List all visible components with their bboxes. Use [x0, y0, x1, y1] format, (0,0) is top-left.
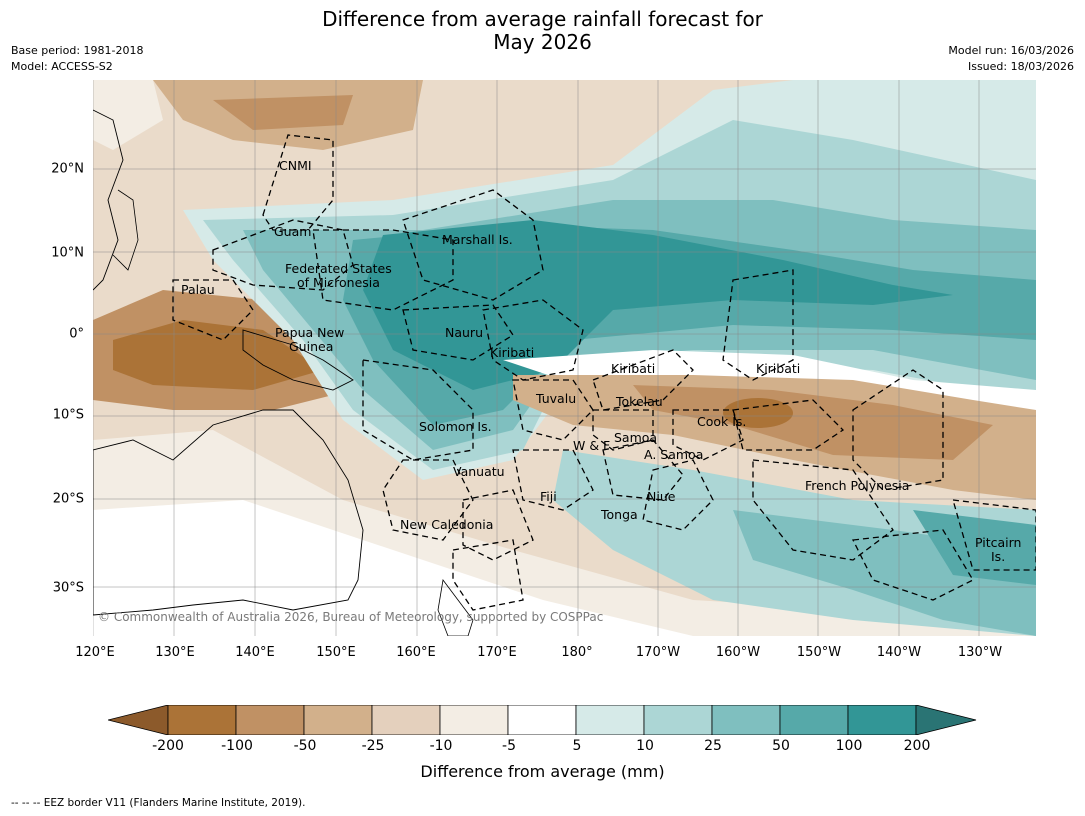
- label-kiribati-e: Kiribati: [756, 361, 800, 376]
- label-tonga: Tonga: [600, 507, 638, 522]
- rainfall-map: CNMI Guam Marshall Is. Federated States …: [93, 80, 1036, 636]
- lon-label-130e: 130°E: [155, 645, 195, 660]
- legend-swatch: [779, 705, 849, 735]
- label-nauru: Nauru: [445, 325, 483, 340]
- legend-arrow-low: [108, 705, 169, 735]
- lon-label-170w: 170°W: [635, 645, 681, 660]
- lon-label-160e: 160°E: [396, 645, 436, 660]
- label-pitcairn-1: Pitcairn: [975, 535, 1021, 550]
- label-asamoa: A. Samoa: [644, 447, 703, 462]
- legend-swatch: [167, 705, 237, 735]
- legend-tick: 25: [704, 738, 722, 754]
- australia-coastline: [93, 409, 364, 616]
- lat-label-10n: 10°N: [51, 245, 84, 261]
- label-palau: Palau: [181, 282, 215, 297]
- legend-swatch: [371, 705, 441, 735]
- lat-label-10s: 10°S: [52, 407, 84, 423]
- model-run: Model run: 16/03/2026: [948, 44, 1074, 57]
- legend-arrow-high: [915, 705, 977, 735]
- gridlines: [93, 80, 1036, 636]
- shade-brown-central-core: [723, 398, 793, 428]
- asia-coastline: [93, 109, 124, 291]
- legend-swatch: [575, 705, 645, 735]
- issued-date: Issued: 18/03/2026: [967, 60, 1074, 73]
- legend-tick: -100: [221, 738, 253, 754]
- philippines-coastline: [112, 189, 139, 271]
- label-wf: W & F: [573, 438, 610, 453]
- legend-tick: -10: [429, 738, 453, 754]
- meta-left: Base period: 1981-2018 Model: ACCESS-S2: [11, 43, 143, 75]
- legend-tick: -5: [502, 738, 516, 754]
- chart-title: Difference from average rainfall forecas…: [0, 8, 1085, 54]
- title-line-1: Difference from average rainfall forecas…: [322, 7, 763, 31]
- label-pitcairn-2: Is.: [991, 549, 1005, 564]
- legend-tick: -25: [361, 738, 385, 754]
- shade-brown-central-dark: [633, 385, 993, 460]
- legend-colorbar: [108, 705, 977, 735]
- copyright-notice: © Commonwealth of Australia 2026, Bureau…: [98, 610, 603, 624]
- legend-swatch: [847, 705, 917, 735]
- shade-white-south: [93, 500, 693, 636]
- meta-right: Model run: 16/03/2026 Issued: 18/03/2026: [948, 43, 1074, 75]
- shade-teal-south-dark: [913, 510, 1036, 585]
- title-line-2: May 2026: [493, 30, 592, 54]
- legend-tick: 10: [636, 738, 654, 754]
- eez-borders: [172, 134, 1036, 611]
- label-cook: Cook Is.: [697, 414, 746, 429]
- new-zealand-coastline: [437, 579, 474, 636]
- label-samoa: Samoa: [614, 430, 657, 445]
- label-fsm-2: of Micronesia: [297, 275, 380, 290]
- eez-footnote: -- -- -- EEZ border V11 (Flanders Marine…: [11, 797, 306, 809]
- lat-label-20n: 20°N: [51, 161, 84, 177]
- base-period: Base period: 1981-2018: [11, 44, 144, 57]
- legend-tick: 200: [903, 738, 931, 754]
- lat-label-30s: 30°S: [52, 580, 84, 596]
- legend-title: Difference from average (mm): [420, 762, 665, 781]
- label-vanuatu: Vanuatu: [453, 464, 505, 479]
- shade-brown-central: [513, 375, 1036, 500]
- label-kiribati-w: Kiribati: [490, 345, 534, 360]
- label-kiribati-c: Kiribati: [611, 361, 655, 376]
- legend-swatch: [303, 705, 373, 735]
- label-fiji: Fiji: [540, 489, 557, 504]
- shade-brown-west-dark: [113, 320, 323, 390]
- lon-label-130w: 130°W: [957, 645, 1003, 660]
- legend-swatch: [711, 705, 781, 735]
- legend-tick: 100: [835, 738, 863, 754]
- lon-label-170e: 170°E: [477, 645, 517, 660]
- legend-swatch: [643, 705, 713, 735]
- legend-swatch: [439, 705, 509, 735]
- label-fsm-1: Federated States: [285, 261, 392, 276]
- legend-swatch: [507, 705, 577, 735]
- lat-label-20s: 20°S: [52, 491, 84, 507]
- label-niue: Niue: [647, 489, 676, 504]
- lon-label-140e: 140°E: [235, 645, 275, 660]
- label-guam: Guam: [274, 224, 311, 239]
- lon-label-150w: 150°W: [796, 645, 842, 660]
- legend-swatch: [235, 705, 305, 735]
- lon-label-120e: 120°E: [75, 645, 115, 660]
- label-tuvalu: Tuvalu: [535, 391, 576, 406]
- lon-label-180: 180°: [561, 645, 593, 660]
- shade-light-north: [93, 80, 163, 150]
- label-png-1: Papua New: [275, 325, 344, 340]
- label-png-2: Guinea: [289, 339, 333, 354]
- shade-brown-north-dark: [213, 95, 353, 130]
- model-name: Model: ACCESS-S2: [11, 60, 113, 73]
- lon-label-140w: 140°W: [876, 645, 922, 660]
- lon-label-150e: 150°E: [316, 645, 356, 660]
- lat-label-0: 0°: [69, 326, 84, 342]
- legend-tick: 5: [572, 738, 582, 754]
- label-tokelau: Tokelau: [615, 394, 663, 409]
- label-cnmi: CNMI: [279, 158, 312, 173]
- legend-tick: -200: [152, 738, 184, 754]
- png-coastline: [242, 329, 354, 391]
- legend-tick: -50: [293, 738, 317, 754]
- label-new-caledonia: New Caledonia: [400, 517, 493, 532]
- label-solomon: Solomon Is.: [419, 419, 492, 434]
- label-marshall: Marshall Is.: [442, 232, 513, 247]
- legend-tick: 50: [772, 738, 790, 754]
- label-french-polynesia: French Polynesia: [805, 478, 909, 493]
- lon-label-160w: 160°W: [715, 645, 761, 660]
